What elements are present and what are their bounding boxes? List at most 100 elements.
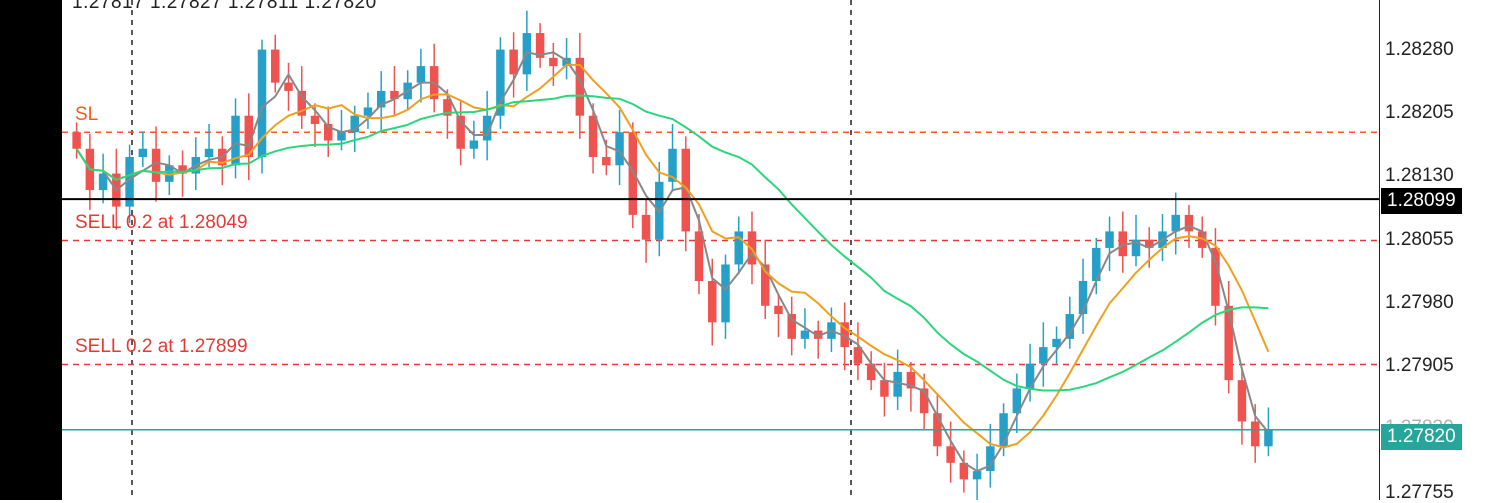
price-tick: 1.27755	[1385, 482, 1454, 503]
candle-body	[959, 462, 969, 480]
order-level-label[interactable]: SELL 0.2 at 1.27899	[75, 336, 248, 358]
candle-body	[1092, 247, 1101, 281]
price-lines	[62, 198, 1379, 431]
candle-body	[1197, 231, 1207, 248]
candle-body	[178, 165, 187, 174]
candle-body	[350, 115, 359, 133]
candle-body	[231, 115, 240, 166]
candle-body	[575, 57, 585, 116]
candle-body	[602, 157, 611, 166]
moving-averages	[75, 51, 1270, 473]
candle-body	[668, 148, 677, 182]
candle-body	[986, 446, 995, 472]
candle-body	[151, 148, 161, 182]
candle-body	[708, 280, 717, 323]
price-scale[interactable]: 1.28280 1.28205 1.28130 1.28055 1.27980 …	[1379, 0, 1500, 503]
current-price-tag: 1.27820	[1381, 424, 1462, 450]
candle-body	[376, 90, 386, 108]
candle-body	[1105, 231, 1114, 248]
candle-body	[760, 264, 770, 306]
candle-body	[893, 371, 902, 397]
candle-body	[204, 148, 214, 158]
candle-body	[244, 115, 254, 158]
ma-mid-line	[75, 63, 1270, 449]
candlestick-chart[interactable]	[62, 0, 1379, 500]
candle-body	[337, 132, 346, 141]
candle-body	[1052, 338, 1061, 348]
candle-body	[972, 471, 982, 480]
order-level-lines[interactable]	[62, 131, 1379, 366]
candle-body	[1012, 388, 1022, 414]
candle-body	[98, 173, 108, 191]
candle-body	[721, 264, 730, 323]
price-tick: 1.28130	[1385, 165, 1454, 186]
candle-body	[1171, 214, 1180, 232]
candle-body	[840, 322, 849, 348]
candle-body	[323, 123, 333, 141]
candle-body	[496, 49, 505, 116]
candle-body	[1211, 247, 1220, 306]
candle-body	[1224, 305, 1233, 381]
candle-body	[549, 57, 558, 67]
candle-body	[535, 33, 545, 58]
candle-body	[390, 90, 399, 100]
candles	[72, 10, 1273, 500]
order-level-label[interactable]: SELL 0.2 at 1.28049	[75, 212, 248, 234]
candle-body	[919, 388, 929, 414]
candle-body	[615, 132, 624, 166]
candle-body	[774, 305, 783, 315]
candle-body	[165, 165, 174, 182]
candle-body	[297, 90, 306, 116]
candle-body	[1184, 214, 1194, 232]
price-scale-border	[1379, 0, 1380, 500]
candle-body	[641, 214, 651, 240]
candle-body	[906, 371, 916, 389]
ohlc-readout: 1.27817 1.27827 1.27811 1.27820	[72, 0, 377, 13]
candle-body	[694, 231, 704, 281]
candle-body	[681, 148, 691, 232]
crosshair-grid	[131, 0, 852, 500]
price-tick: 1.28055	[1385, 229, 1454, 250]
price-tick: 1.27980	[1385, 292, 1454, 313]
candle-body	[1025, 363, 1035, 389]
candle-body	[284, 82, 293, 91]
candle-body	[72, 132, 81, 149]
candle-body	[138, 148, 148, 158]
candle-body	[787, 314, 796, 339]
candle-body	[456, 115, 465, 149]
candle-body	[800, 330, 810, 339]
candle-body	[1264, 429, 1273, 447]
candle-body	[482, 115, 492, 141]
candle-body	[853, 347, 863, 364]
crosshair-price-tag: 1.28099	[1381, 188, 1462, 214]
candle-body	[1065, 314, 1075, 339]
candle-body	[866, 363, 876, 381]
candle-body	[509, 49, 518, 75]
candle-body	[1078, 280, 1088, 315]
price-tick: 1.27905	[1385, 355, 1454, 376]
candle-body	[443, 99, 452, 116]
candle-body	[1131, 239, 1141, 257]
candle-body	[880, 380, 889, 397]
candle-body	[271, 49, 280, 83]
candle-body	[734, 231, 743, 265]
candle-body	[813, 330, 823, 339]
ma-fast-line	[75, 51, 1270, 473]
price-tick: 1.28205	[1385, 102, 1454, 123]
candle-body	[469, 140, 479, 149]
candle-body	[628, 132, 638, 215]
order-level-label[interactable]: SL	[75, 104, 99, 126]
price-tick: 1.28280	[1385, 39, 1454, 60]
candle-body	[363, 107, 373, 116]
candle-body	[1118, 231, 1128, 257]
candle-body	[310, 115, 320, 124]
candle-body	[946, 446, 955, 463]
candle-body	[1250, 421, 1260, 447]
candle-body	[1145, 239, 1154, 248]
candle-body	[1039, 347, 1048, 364]
candle-body	[257, 49, 267, 158]
candle-body	[588, 115, 598, 158]
candle-body	[125, 157, 134, 207]
ma-slow-line	[75, 94, 1269, 392]
candle-body	[416, 66, 426, 83]
